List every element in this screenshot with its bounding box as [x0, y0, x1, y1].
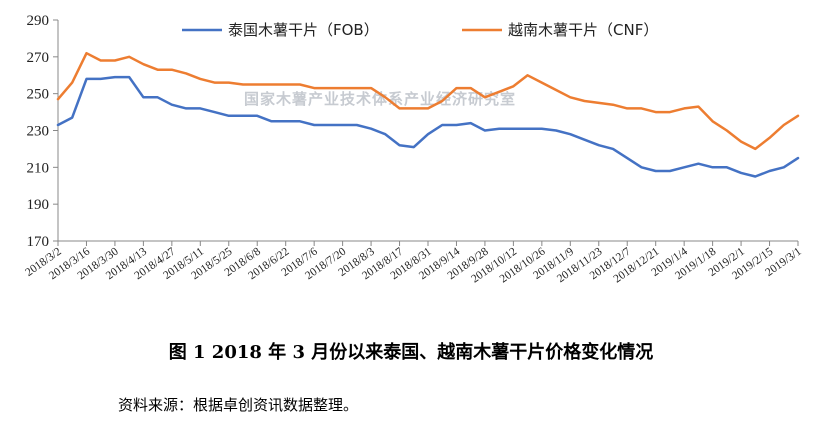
figure-caption: 图 1 2018 年 3 月份以来泰国、越南木薯干片价格变化情况 — [168, 342, 654, 363]
y-tick-label: 210 — [27, 160, 50, 176]
source-note: 资料来源：根据卓创资讯数据整理。 — [118, 396, 359, 414]
y-tick-label: 170 — [27, 234, 50, 250]
y-tick-label: 190 — [27, 197, 50, 213]
price-line-chart: 170 190 210 230 250 270 290 2018/3/22018/3/162… — [23, 13, 804, 286]
y-tick-label: 290 — [27, 13, 50, 29]
y-tick-label: 270 — [27, 50, 50, 66]
chart-legend: 泰国木薯干片（FOB） 越南木薯干片（CNF） — [182, 21, 658, 39]
y-tick-label: 230 — [27, 124, 50, 140]
legend-label-0: 泰国木薯干片（FOB） — [228, 21, 379, 39]
series-line-1 — [56, 51, 800, 151]
x-axis-ticks: 2018/3/22018/3/162018/3/302018/4/132018/… — [23, 241, 804, 286]
y-axis-ticks: 170 190 210 230 250 270 290 — [27, 13, 58, 250]
series-lines — [56, 51, 800, 178]
y-tick-label: 250 — [27, 87, 50, 103]
chart-axes — [57, 20, 798, 242]
legend-label-1: 越南木薯干片（CNF） — [508, 21, 658, 39]
watermark-text: 国家木薯产业技术体系产业经济研究室 — [244, 90, 516, 108]
series-line-0 — [56, 75, 800, 178]
